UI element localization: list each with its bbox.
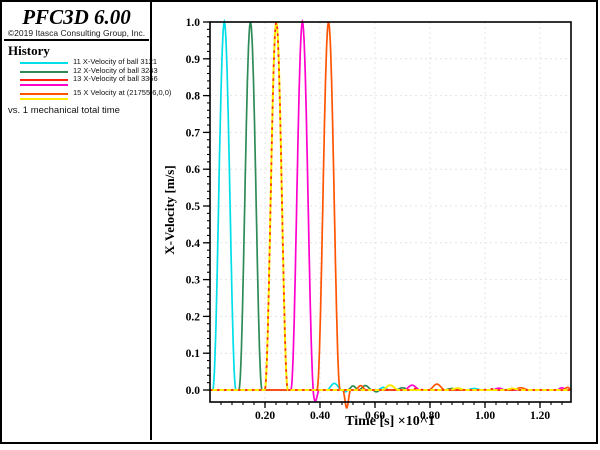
plot-frame xyxy=(209,21,572,403)
legend-swatch xyxy=(20,70,68,73)
curve-series-12 xyxy=(210,21,571,393)
panel-divider xyxy=(150,2,152,440)
legend-label: 13 X-Velocity of ball 3366 xyxy=(73,74,158,83)
curve-series-11 xyxy=(210,18,571,393)
legend-heading: History xyxy=(8,43,50,58)
y-tick-label: 0.0 xyxy=(186,385,201,397)
y-tick-label: 0.2 xyxy=(186,311,201,323)
y-tick-label: 0.3 xyxy=(186,275,201,287)
x-axis-title: Time [s] ×10^1 xyxy=(345,414,435,429)
legend-label: 12 X-Velocity of ball 3243 xyxy=(73,66,158,75)
x-tick-label: 0.80 xyxy=(420,410,440,422)
curve-series-3 xyxy=(210,18,571,402)
y-tick-label: 0.4 xyxy=(186,238,201,250)
x-tick-label: 1.20 xyxy=(530,410,550,422)
y-axis-title: X-Velocity [m/s] xyxy=(162,165,177,255)
y-tick-label: 0.1 xyxy=(186,348,201,360)
copyright-text: ©2019 Itasca Consulting Group, Inc. xyxy=(7,28,146,38)
x-tick-label: 1.00 xyxy=(475,410,495,422)
curve-series-15 xyxy=(210,21,571,409)
legend-swatch xyxy=(20,92,68,95)
y-tick-label: 0.5 xyxy=(186,201,201,213)
legend-swatch xyxy=(20,83,68,86)
y-tick-label: 0.7 xyxy=(186,127,201,139)
y-tick-label: 0.6 xyxy=(186,164,201,176)
legend-swatch xyxy=(20,78,68,81)
legend-swatch xyxy=(20,61,68,64)
legend-panel: PFC3D 6.00 ©2019 Itasca Consulting Group… xyxy=(2,2,171,440)
y-tick-label: 0.9 xyxy=(186,54,201,66)
x-tick-label: 0.60 xyxy=(365,410,385,422)
app-title: PFC3D 6.00 xyxy=(22,5,131,29)
x-tick-label: 0.40 xyxy=(310,410,330,422)
curve-series-5 xyxy=(210,21,571,391)
y-tick-label: 1.0 xyxy=(186,17,201,29)
x-tick-label: 0.20 xyxy=(255,410,275,422)
title-separator xyxy=(4,39,149,41)
y-tick-label: 0.8 xyxy=(186,91,201,103)
legend-swatch xyxy=(20,97,68,100)
legend-footer: vs. 1 mechanical total time xyxy=(8,105,120,116)
legend-label: 15 X Velocity at (21755.6,0,0) xyxy=(73,88,172,97)
legend-label: 11 X-Velocity of ball 3121 xyxy=(73,57,158,66)
